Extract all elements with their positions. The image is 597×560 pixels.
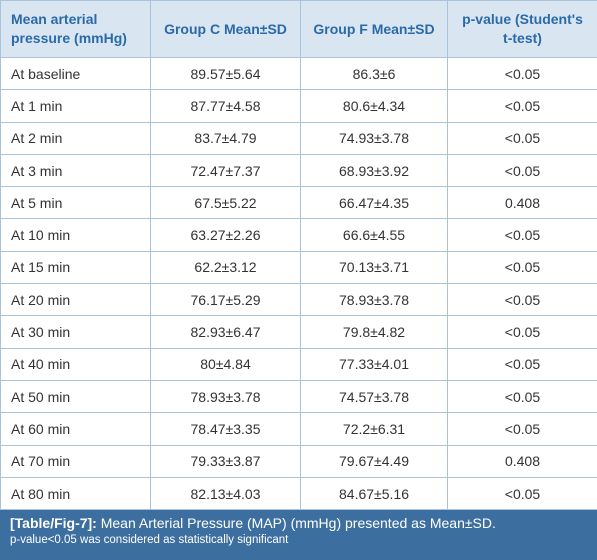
table-body: At baseline 89.57±5.64 86.3±6 <0.05 At 1 min… (0, 56, 597, 511)
header-cell: Group F Mean±SD (300, 0, 448, 58)
table-cell: 80.6±4.34 (300, 89, 448, 123)
table-cell: At 15 min (0, 250, 151, 285)
table-cell: 72.2±6.31 (300, 412, 448, 446)
caption-text: Mean Arterial Pressure (MAP) (mmHg) pres… (100, 515, 496, 531)
table-cell: <0.05 (447, 379, 597, 414)
table-cell: 79.8±4.82 (300, 315, 448, 349)
table-cell: At 2 min (0, 121, 151, 155)
table-row: At 50 min 78.93±3.78 74.57±3.78 <0.05 (0, 379, 597, 414)
header-cell: p-value (Student's t-test) (447, 0, 597, 58)
table-cell: 77.33±4.01 (300, 347, 448, 381)
table-row: At 10 min 63.27±2.26 66.6±4.55 <0.05 (0, 218, 597, 252)
table-row: At 40 min 80±4.84 77.33±4.01 <0.05 (0, 347, 597, 381)
table-row: At 30 min 82.93±6.47 79.8±4.82 <0.05 (0, 315, 597, 349)
table-cell: <0.05 (447, 218, 597, 252)
table-cell: 68.93±3.92 (300, 153, 448, 188)
table-row: At 2 min 83.7±4.79 74.93±3.78 <0.05 (0, 121, 597, 155)
table-cell: 63.27±2.26 (150, 218, 301, 252)
table-cell: 74.93±3.78 (300, 121, 448, 155)
header-row: Mean arterial pressure (mmHg) Group C Mea… (0, 0, 597, 58)
table-cell: <0.05 (447, 250, 597, 285)
table-cell: At 5 min (0, 186, 151, 220)
table-cell: At 40 min (0, 347, 151, 381)
table-cell: 67.5±5.22 (150, 186, 301, 220)
caption-label: [Table/Fig-7]: (10, 515, 97, 531)
table-row: At 60 min 78.47±3.35 72.2±6.31 <0.05 (0, 412, 597, 446)
table-cell: At 30 min (0, 315, 151, 349)
table-cell: 87.77±4.58 (150, 89, 301, 123)
table-cell: 89.57±5.64 (150, 56, 301, 91)
caption-note: p-value<0.05 was considered as statistic… (10, 534, 289, 546)
table-row: At 70 min 79.33±3.87 79.67±4.49 0.408 (0, 444, 597, 478)
table-cell: <0.05 (447, 476, 597, 511)
table-cell: 84.67±5.16 (300, 476, 448, 511)
table-cell: 74.57±3.78 (300, 379, 448, 414)
table-cell: 78.47±3.35 (150, 412, 301, 446)
header-cell: Group C Mean±SD (150, 0, 301, 58)
header-cell: Mean arterial pressure (mmHg) (0, 0, 151, 58)
table-cell: <0.05 (447, 153, 597, 188)
table-cell: 62.2±3.12 (150, 250, 301, 285)
table-row: At baseline 89.57±5.64 86.3±6 <0.05 (0, 56, 597, 91)
table-cell: At baseline (0, 56, 151, 91)
table-cell: 78.93±3.78 (300, 283, 448, 317)
table-cell: 82.13±4.03 (150, 476, 301, 511)
table-cell: <0.05 (447, 56, 597, 91)
caption: [Table/Fig-7]: Mean Arterial Pressure (M… (0, 510, 597, 560)
table-cell: At 70 min (0, 444, 151, 478)
table-cell: At 80 min (0, 476, 151, 511)
table-cell: <0.05 (447, 315, 597, 349)
table-row: At 20 min 76.17±5.29 78.93±3.78 <0.05 (0, 283, 597, 317)
table-cell: 80±4.84 (150, 347, 301, 381)
table-cell: At 1 min (0, 89, 151, 123)
table-cell: 76.17±5.29 (150, 283, 301, 317)
table-cell: 0.408 (447, 444, 597, 478)
table-cell: At 60 min (0, 412, 151, 446)
table-cell: 79.67±4.49 (300, 444, 448, 478)
table-row: At 80 min 82.13±4.03 84.67±5.16 <0.05 (0, 476, 597, 511)
table-cell: 72.47±7.37 (150, 153, 301, 188)
table-cell: <0.05 (447, 89, 597, 123)
table-cell: 86.3±6 (300, 56, 448, 91)
table-cell: 0.408 (447, 186, 597, 220)
table-cell: 70.13±3.71 (300, 250, 448, 285)
table-cell: 78.93±3.78 (150, 379, 301, 414)
table-cell: <0.05 (447, 283, 597, 317)
table-row: At 3 min 72.47±7.37 68.93±3.92 <0.05 (0, 153, 597, 188)
table-row: At 1 min 87.77±4.58 80.6±4.34 <0.05 (0, 89, 597, 123)
table-row: At 5 min 67.5±5.22 66.47±4.35 0.408 (0, 186, 597, 220)
table-cell: 66.47±4.35 (300, 186, 448, 220)
table-cell: <0.05 (447, 347, 597, 381)
table-cell: <0.05 (447, 412, 597, 446)
table-cell: 66.6±4.55 (300, 218, 448, 252)
table-cell: <0.05 (447, 121, 597, 155)
caption-line: [Table/Fig-7]: Mean Arterial Pressure (M… (10, 515, 587, 531)
table-cell: At 50 min (0, 379, 151, 414)
table-cell: At 10 min (0, 218, 151, 252)
table-cell: At 20 min (0, 283, 151, 317)
table-cell: 82.93±6.47 (150, 315, 301, 349)
table-row: At 15 min 62.2±3.12 70.13±3.71 <0.05 (0, 250, 597, 285)
table-cell: 83.7±4.79 (150, 121, 301, 155)
data-table: Mean arterial pressure (mmHg) Group C Mea… (0, 0, 597, 511)
table-cell: 79.33±3.87 (150, 444, 301, 478)
table-cell: At 3 min (0, 153, 151, 188)
